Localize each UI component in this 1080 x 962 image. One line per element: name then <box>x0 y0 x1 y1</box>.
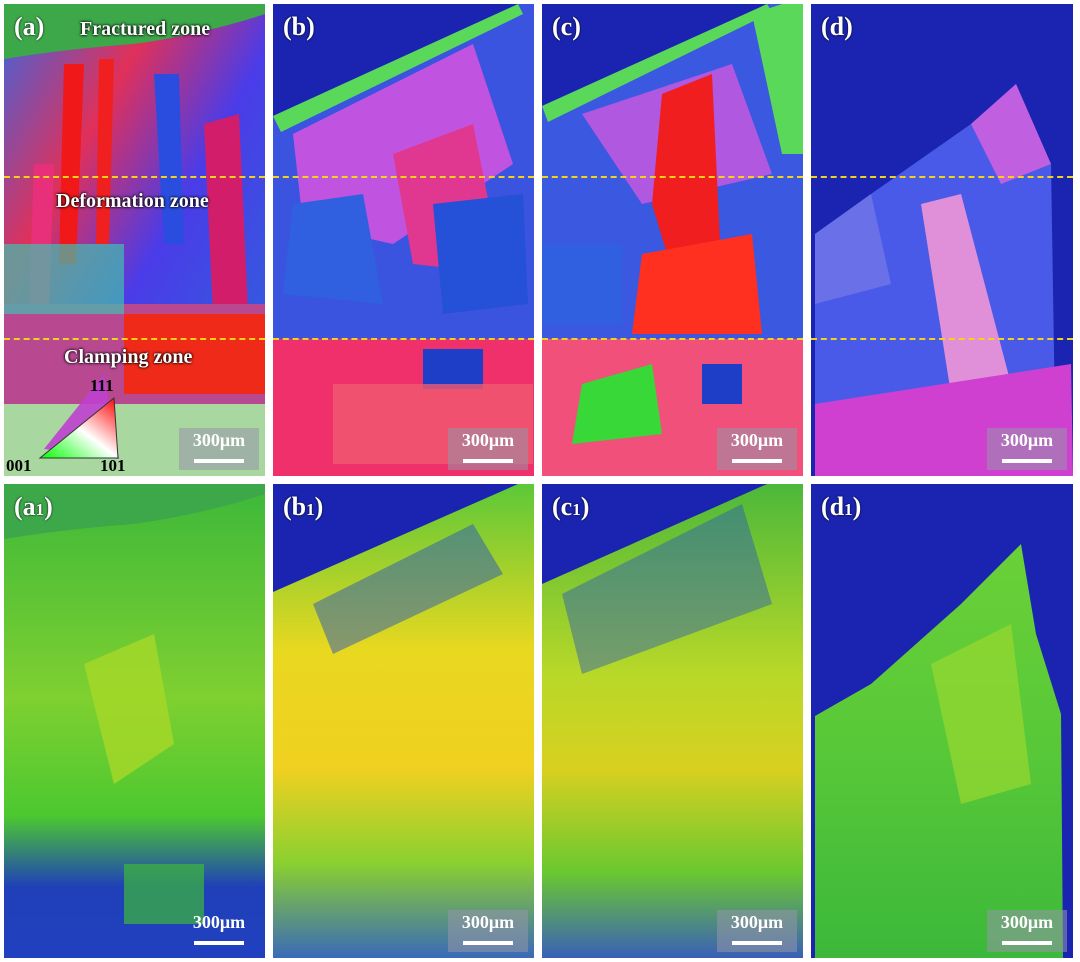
scale-bar: 300μm <box>987 910 1067 952</box>
scale-bar-text: 300μm <box>1000 912 1054 932</box>
scale-bar-text: 300μm <box>192 912 246 932</box>
dashed-boundary-lower <box>4 338 265 340</box>
ipf-map-b: (b) 300μm <box>273 4 534 476</box>
panel-label-sub: 1 <box>35 500 45 519</box>
panel-label-main: (b <box>283 492 307 521</box>
ipf-label-101: 101 <box>100 456 126 475</box>
clamping-zone-label: Clamping zone <box>64 346 193 368</box>
scale-bar-text: 300μm <box>192 430 246 450</box>
scale-bar-line <box>1002 459 1052 463</box>
panel-label-sub: 1 <box>306 500 315 519</box>
ipf-map-b-image <box>273 4 534 476</box>
panel-label: (d1) <box>821 492 861 525</box>
kam-map-a1: (a1) 300μm <box>4 484 265 958</box>
panel-label-end: ) <box>314 492 324 521</box>
dashed-boundary-lower <box>811 338 1073 340</box>
panel-label: (a) <box>14 12 45 41</box>
scale-bar-line <box>194 941 244 945</box>
scale-bar: 300μm <box>717 910 797 952</box>
panel-label-sub: 1 <box>844 500 853 519</box>
kam-map-b1: (b1) 300μm <box>273 484 534 958</box>
kam-map-a1-image <box>4 484 265 958</box>
panel-label-main: (d <box>821 492 845 521</box>
scale-bar-line <box>463 459 513 463</box>
panel-label-end: ) <box>44 492 53 521</box>
panel-label-sub: 1 <box>572 500 581 519</box>
ipf-label-111: 111 <box>90 376 114 395</box>
scale-bar: 300μm <box>448 428 528 470</box>
kam-map-d1: (d1) 300μm <box>811 484 1073 958</box>
scale-bar-line <box>732 459 782 463</box>
deformation-zone-label: Deformation zone <box>56 190 209 212</box>
scale-bar-line <box>1002 941 1052 945</box>
scale-bar-line <box>732 941 782 945</box>
scale-bar-line <box>463 941 513 945</box>
scale-bar: 300μm <box>179 428 259 470</box>
ipf-map-c: (c) 300μm <box>542 4 803 476</box>
dashed-boundary-upper <box>811 176 1073 178</box>
panel-label: (b) <box>283 12 315 41</box>
ipf-map-d: (d) 300μm <box>811 4 1073 476</box>
ipf-label-001: 001 <box>6 456 32 475</box>
dashed-boundary-upper <box>542 176 803 178</box>
panel-label: (a1) <box>14 492 53 525</box>
scale-bar-text: 300μm <box>730 430 784 450</box>
panel-label: (c) <box>552 12 581 41</box>
panel-label: (b1) <box>283 492 323 525</box>
dashed-boundary-lower <box>542 338 803 340</box>
ipf-triangle-legend <box>38 397 119 459</box>
panel-label-main: (a <box>14 492 36 521</box>
ipf-map-c-image <box>542 4 803 476</box>
scale-bar-text: 300μm <box>461 912 515 932</box>
scale-bar: 300μm <box>987 428 1067 470</box>
panel-label: (c1) <box>552 492 589 525</box>
scale-bar: 300μm <box>179 910 259 952</box>
panel-label-end: ) <box>580 492 590 521</box>
dashed-boundary-upper <box>4 176 265 178</box>
dashed-boundary-upper <box>273 176 534 178</box>
scale-bar-text: 300μm <box>1000 430 1054 450</box>
panel-label: (d) <box>821 12 853 41</box>
scale-bar-line <box>194 459 244 463</box>
ipf-map-d-image <box>811 4 1073 476</box>
kam-map-c1-image <box>542 484 803 958</box>
scale-bar: 300μm <box>448 910 528 952</box>
kam-map-b1-image <box>273 484 534 958</box>
scale-bar-text: 300μm <box>461 430 515 450</box>
fractured-zone-label: Fractured zone <box>80 18 211 40</box>
scale-bar-text: 300μm <box>730 912 784 932</box>
ipf-map-a-image <box>4 4 265 476</box>
ipf-map-a: (a) Fractured zone Deformation zone Clam… <box>4 4 265 476</box>
dashed-boundary-lower <box>273 338 534 340</box>
panel-label-end: ) <box>852 492 862 521</box>
scale-bar: 300μm <box>717 428 797 470</box>
kam-map-c1: (c1) 300μm <box>542 484 803 958</box>
kam-map-d1-image <box>811 484 1073 958</box>
panel-label-main: (c <box>552 492 573 521</box>
